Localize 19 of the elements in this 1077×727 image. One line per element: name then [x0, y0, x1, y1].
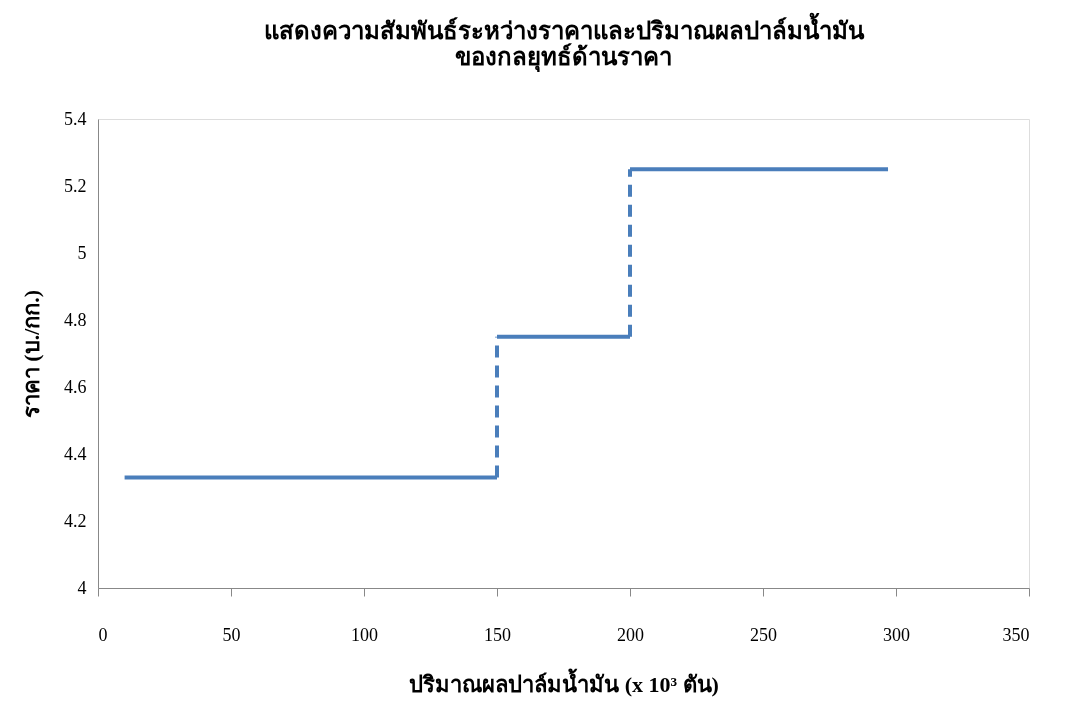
x-tick-label: 150 — [484, 624, 511, 645]
x-tick-label: 350 — [1002, 624, 1030, 645]
y-tick-label: 4 — [77, 577, 87, 598]
chart-title: แสดงความสัมพันธ์ระหว่างราคาและปริมาณผลปาล์มน้ำมัน ของกลยุทธ์ด้านราคา — [263, 12, 865, 73]
y-tick-label: 5 — [77, 242, 87, 263]
x-tick-label: 300 — [883, 624, 910, 645]
y-tick-label: 4.2 — [64, 510, 87, 531]
y-tick-label: 5.2 — [64, 175, 87, 196]
y-tick-label: 4.6 — [64, 376, 87, 397]
y-tick-label: 5.4 — [64, 108, 87, 129]
x-tick-label: 0 — [98, 624, 108, 645]
x-tick-label: 100 — [351, 624, 378, 645]
x-tick-label: 50 — [222, 624, 241, 645]
y-axis-title: ราคา (บ./กก.) — [19, 289, 44, 419]
x-tick-label: 200 — [617, 624, 644, 645]
y-tick-label: 4.8 — [64, 309, 87, 330]
x-tick-label: 250 — [750, 624, 777, 645]
x-axis-title: ปริมาณผลปาล์มน้ำมัน (x 10³ ตัน) — [409, 667, 719, 697]
y-tick-label: 4.4 — [64, 443, 87, 464]
